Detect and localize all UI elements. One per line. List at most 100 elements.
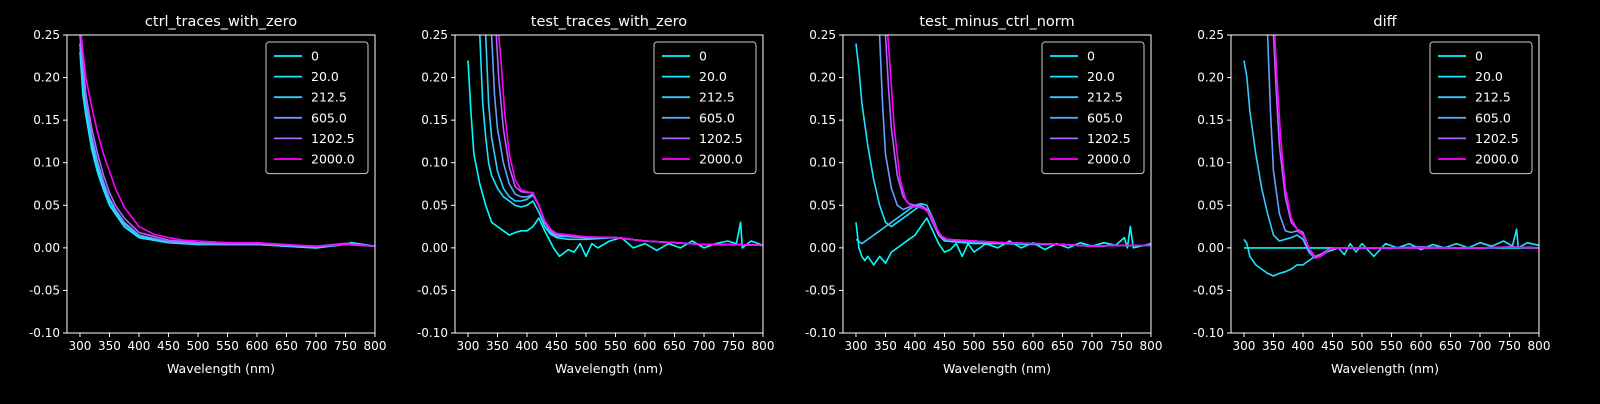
x-tick-label: 800 (752, 339, 775, 353)
chart-title: diff (1373, 14, 1397, 30)
y-tick-label: 0.10 (33, 156, 60, 170)
legend-entry: 2000.0 (1087, 152, 1131, 167)
x-tick-label: 750 (334, 339, 357, 353)
legend-entry: 212.5 (311, 90, 347, 105)
x-tick-label: 550 (1380, 339, 1403, 353)
chart-panel-2: test_traces_with_zero 300 350 400 450 500 550 6… (417, 14, 775, 376)
y-tick-label: 0.05 (1197, 198, 1224, 212)
x-tick-label: 350 (486, 339, 509, 353)
x-tick-label: 700 (1081, 339, 1104, 353)
legend-entry: 212.5 (1087, 90, 1123, 105)
series-group (467, 35, 763, 258)
y-tick-label: 0.00 (1197, 241, 1224, 255)
legend: 0 20.0 212.5 605.0 1202.5 2000.0 (265, 41, 369, 175)
x-axis-label: Wavelength (nm) (943, 361, 1051, 376)
axes-frame (1230, 34, 1540, 334)
legend-entry: 2000.0 (1475, 152, 1519, 167)
series-line-2000.0 (80, 35, 375, 247)
x-tick-label: 600 (246, 339, 269, 353)
x-tick-label: 550 (216, 339, 239, 353)
y-tick-label: 0.05 (33, 198, 60, 212)
chart-title: test_traces_with_zero (531, 14, 688, 30)
x-tick-label: 300 (845, 339, 868, 353)
legend-entry: 605.0 (699, 110, 735, 125)
y-tick-label: 0.10 (809, 156, 836, 170)
y-tick-label: 0.00 (33, 241, 60, 255)
series-line-0 (855, 217, 1151, 266)
y-tick-label: -0.10 (805, 326, 836, 340)
series-line-2000.0 (1273, 35, 1539, 259)
x-tick-label: 800 (1140, 339, 1163, 353)
y-tick-label: 0.20 (809, 71, 836, 85)
x-tick-label: 400 (904, 339, 927, 353)
y-tick-label: -0.10 (417, 326, 448, 340)
y-tick-label: -0.10 (29, 326, 60, 340)
legend-entry: 605.0 (1475, 110, 1511, 125)
x-tick-label: 750 (1498, 339, 1521, 353)
legend: 0 20.0 212.5 605.0 1202.5 2000.0 (1429, 41, 1533, 175)
legend-entry: 0 (311, 49, 319, 64)
chart-panel-4: diff 300 350 400 450 500 550 600 650 700 750 800 -0.… (1193, 14, 1551, 376)
y-tick-label: 0.10 (421, 156, 448, 170)
x-tick-label: 450 (545, 339, 568, 353)
legend: 0 20.0 212.5 605.0 1202.5 2000.0 (1041, 41, 1145, 175)
x-tick-label: 450 (1321, 339, 1344, 353)
legend-entry: 20.0 (699, 69, 727, 84)
x-axis-label: Wavelength (nm) (555, 361, 663, 376)
x-tick-label: 300 (69, 339, 92, 353)
x-tick-label: 500 (575, 339, 598, 353)
y-tick-label: 0.20 (421, 71, 448, 85)
series-group (855, 35, 1151, 266)
x-tick-label: 300 (1233, 339, 1256, 353)
x-tick-label: 700 (1469, 339, 1492, 353)
x-tick-label: 550 (992, 339, 1015, 353)
legend-entry: 2000.0 (699, 152, 743, 167)
chart-panel-3: test_minus_ctrl_norm 300 350 400 450 500 550 60… (805, 14, 1163, 376)
y-tick-label: -0.05 (805, 283, 836, 297)
legend-box (1429, 41, 1533, 175)
x-tick-label: 300 (457, 339, 480, 353)
legend-entry: 2000.0 (311, 152, 355, 167)
legend-entry: 605.0 (311, 110, 347, 125)
x-tick-label: 400 (1292, 339, 1315, 353)
legend-entry: 605.0 (1087, 110, 1123, 125)
y-tick-label: 0.15 (1197, 113, 1224, 127)
legend-entry: 20.0 (1087, 69, 1115, 84)
chart-title: ctrl_traces_with_zero (145, 14, 297, 30)
x-tick-label: 500 (187, 339, 210, 353)
x-tick-label: 650 (1439, 339, 1462, 353)
legend-box (653, 41, 757, 175)
chart-panel-1: ctrl_traces_with_zero 300 350 400 450 500 550 6… (29, 14, 387, 376)
x-tick-label: 750 (1110, 339, 1133, 353)
y-tick-label: 0.20 (33, 71, 60, 85)
y-tick-label: -0.05 (1193, 283, 1224, 297)
y-tick-label: 0.25 (421, 28, 448, 42)
x-tick-label: 700 (693, 339, 716, 353)
x-tick-label: 600 (1022, 339, 1045, 353)
y-tick-label: 0.00 (421, 241, 448, 255)
y-tick-label: 0.10 (1197, 156, 1224, 170)
legend-entry: 212.5 (1475, 90, 1511, 105)
legend-entry: 0 (1087, 49, 1095, 64)
x-tick-label: 350 (874, 339, 897, 353)
series-line-20.0 (1243, 228, 1539, 277)
y-tick-label: 0.15 (33, 113, 60, 127)
x-tick-label: 500 (963, 339, 986, 353)
legend-entry: 1202.5 (699, 131, 743, 146)
series-group (79, 35, 375, 249)
x-axis-label: Wavelength (nm) (1331, 361, 1439, 376)
x-tick-label: 350 (1262, 339, 1285, 353)
axes-frame (454, 34, 764, 334)
series-line-212.5 (855, 202, 1151, 247)
y-tick-label: -0.05 (29, 283, 60, 297)
legend-entry: 0 (699, 49, 707, 64)
x-tick-label: 750 (722, 339, 745, 353)
axes-frame (842, 34, 1152, 334)
y-tick-label: 0.05 (809, 198, 836, 212)
x-tick-label: 700 (305, 339, 328, 353)
legend-entry: 20.0 (1475, 69, 1503, 84)
x-tick-label: 800 (364, 339, 387, 353)
legend-entry: 212.5 (699, 90, 735, 105)
axes-frame (66, 34, 376, 334)
